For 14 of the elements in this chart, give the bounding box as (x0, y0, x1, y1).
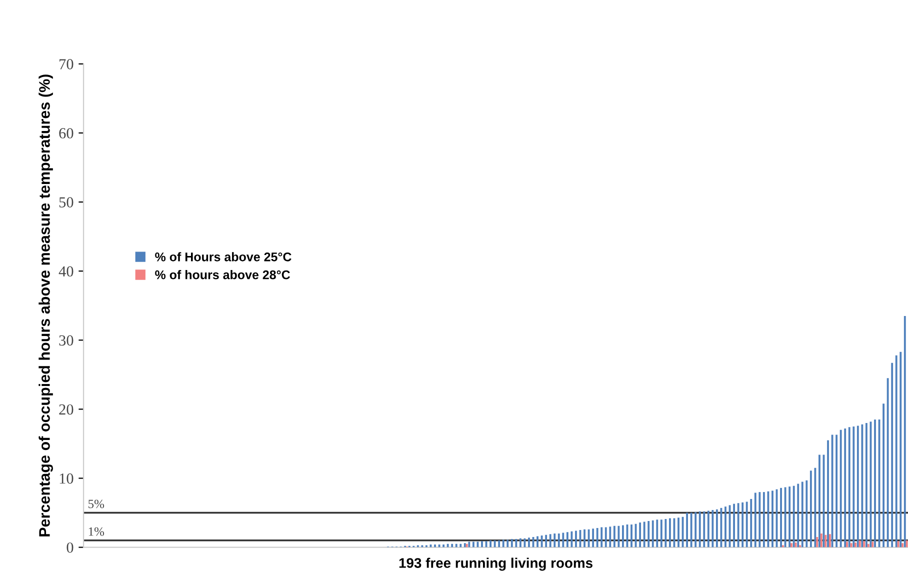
y-tick-label: 70 (60, 59, 74, 70)
y-tick-label: 0 (66, 542, 74, 553)
y-tick-label: 60 (59, 128, 74, 138)
y-tick-label: 50 (59, 197, 74, 208)
ref-line-label: 5% (88, 500, 104, 508)
x-axis-title: 193 free running living rooms (399, 558, 592, 571)
y-tick-label: 40 (58, 266, 74, 277)
y-tick-label: 30 (59, 335, 74, 346)
y-axis-title: Percentage of occupied hours above measure temperatures (%) (38, 74, 53, 536)
legend-label: % of Hours above 25°C (155, 252, 292, 262)
ref-line-label: 1% (88, 527, 104, 536)
y-tick-label: 20 (59, 404, 74, 415)
y-tick-label: 10 (60, 473, 74, 484)
legend-label: % of hours above 28°C (155, 270, 290, 280)
